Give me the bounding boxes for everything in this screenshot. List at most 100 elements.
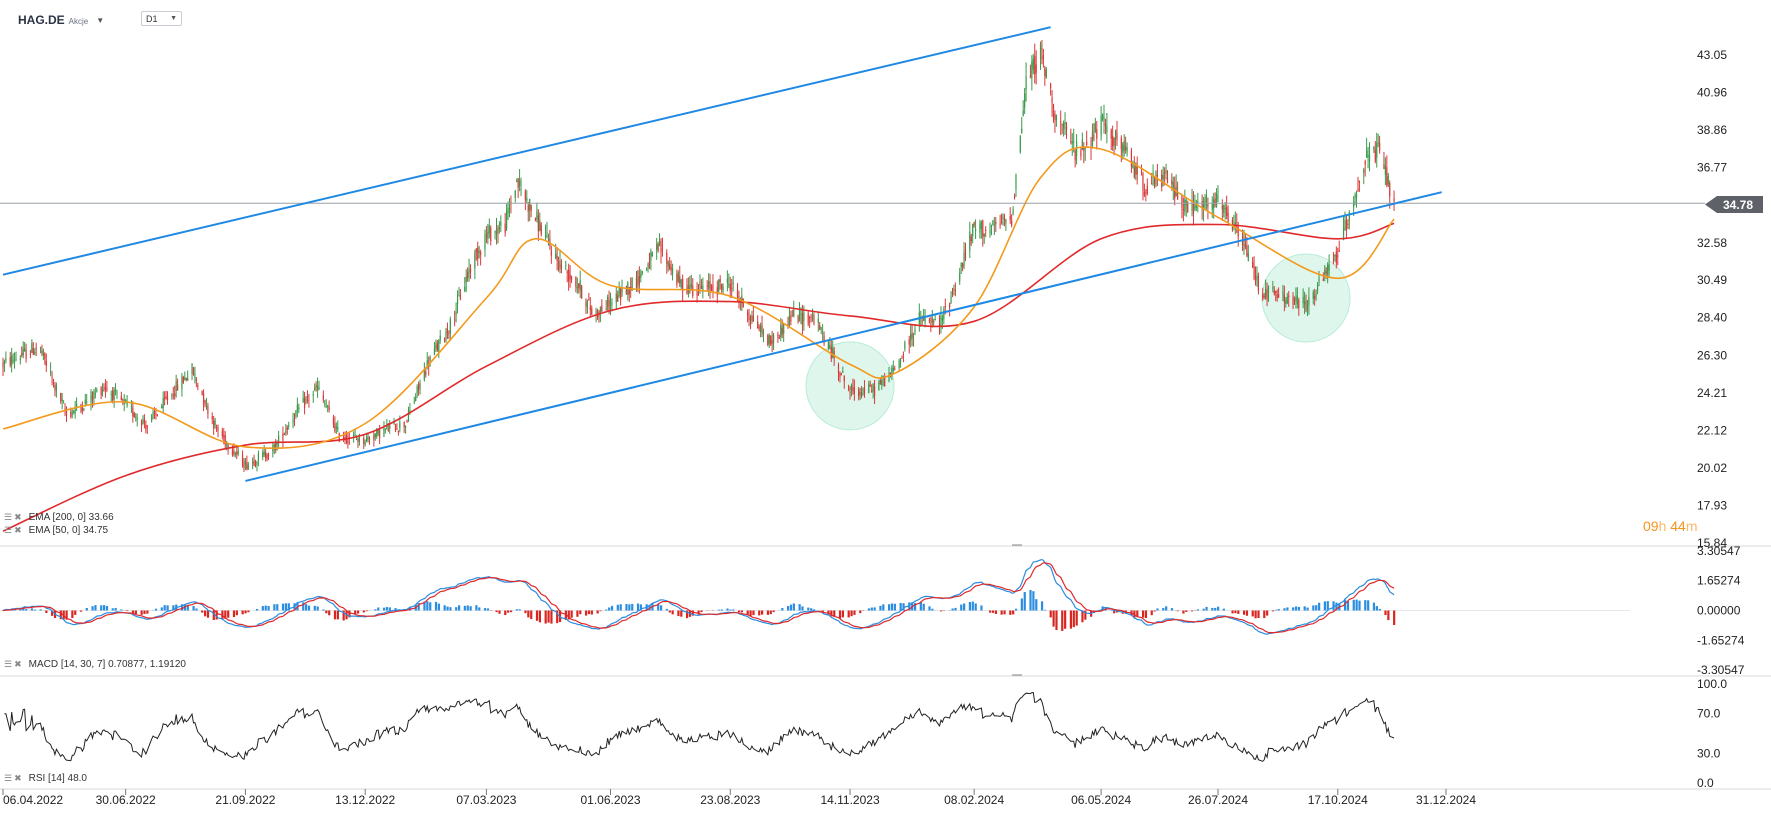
candle	[894, 365, 896, 371]
candle-body	[1042, 55, 1045, 60]
candle-body	[1379, 142, 1381, 151]
trendlines[interactable]	[2, 26, 1442, 482]
macd-histogram-bar	[1052, 610, 1055, 627]
macd-histogram-bar	[971, 601, 974, 611]
candle	[21, 346, 23, 358]
candle	[1195, 199, 1197, 212]
candle-body	[474, 251, 476, 269]
candle	[1263, 292, 1265, 300]
candle	[244, 457, 247, 471]
macd-histogram-bar	[1113, 610, 1116, 614]
candle-body	[912, 337, 915, 339]
legend-rsi[interactable]: ☰✖ RSI [14] 48.0	[4, 773, 87, 784]
candle	[201, 390, 203, 396]
candle	[797, 314, 799, 324]
trendline[interactable]	[2, 26, 1051, 276]
candle	[305, 396, 307, 405]
candle	[42, 348, 45, 361]
candle-body	[93, 391, 95, 399]
candle-body	[288, 425, 290, 427]
candle	[817, 311, 819, 332]
chevron-down-icon[interactable]: ▼	[170, 15, 177, 22]
macd-histogram-bar	[954, 607, 957, 611]
menu-close-icon[interactable]: ☰✖	[4, 512, 24, 522]
candle-body	[155, 413, 157, 415]
ema50-line	[2, 146, 1395, 450]
candle-body	[265, 452, 267, 458]
candle	[1125, 136, 1127, 154]
candle	[959, 267, 961, 285]
candle	[990, 224, 993, 236]
menu-close-icon[interactable]: ☰✖	[4, 773, 24, 783]
legend-macd[interactable]: ☰✖ MACD [14, 30, 7] 0.70877, 1.19120	[4, 659, 186, 670]
candle-body	[980, 221, 982, 229]
candle	[234, 451, 236, 458]
candle-body	[772, 334, 775, 344]
candle-body	[231, 450, 234, 455]
candle-body	[1223, 205, 1225, 213]
candle	[1283, 285, 1285, 312]
candle	[253, 454, 255, 467]
candle	[813, 312, 815, 326]
timeframe-select[interactable]: D1 ▼	[141, 11, 182, 26]
candle-body	[52, 379, 55, 381]
candle-body	[840, 373, 842, 376]
candle	[494, 230, 496, 240]
macd-histogram-bar	[1064, 610, 1067, 629]
candle-body	[337, 426, 339, 430]
candle	[1029, 64, 1032, 79]
candle-body	[908, 339, 910, 345]
macd-histogram-bar	[134, 610, 137, 615]
candle-body	[989, 230, 991, 234]
chevron-down-icon[interactable]: ▼	[96, 15, 105, 25]
candle	[807, 310, 809, 327]
candle-body	[130, 406, 133, 408]
candle-body	[1071, 141, 1073, 144]
candle-body	[318, 386, 320, 390]
candle-body	[671, 268, 674, 275]
candle	[429, 355, 431, 367]
candle	[285, 423, 287, 437]
legend-ema200[interactable]: ☰✖ EMA [200, 0] 33.66	[4, 512, 114, 523]
candle	[520, 177, 522, 197]
candle-body	[2, 363, 4, 368]
candle-body	[480, 252, 482, 255]
candle-body	[344, 437, 346, 440]
candle	[1265, 279, 1267, 300]
menu-close-icon[interactable]: ☰✖	[4, 659, 24, 669]
candle	[288, 421, 290, 430]
candle	[282, 426, 284, 448]
candle-body	[389, 425, 391, 429]
candle	[617, 290, 619, 302]
menu-close-icon[interactable]: ☰✖	[4, 525, 24, 535]
trendline[interactable]	[245, 191, 1442, 482]
candle	[1104, 118, 1107, 135]
candle	[474, 249, 476, 280]
symbol-selector[interactable]: HAG.DE Akcje ▼	[18, 10, 104, 30]
candle	[91, 391, 94, 408]
candle-body	[1355, 193, 1358, 197]
candle	[1227, 205, 1229, 224]
candle	[32, 342, 34, 355]
candle-body	[477, 247, 479, 259]
candle	[1262, 287, 1264, 301]
candle-body	[611, 303, 613, 305]
candle	[35, 342, 37, 356]
candle-body	[1357, 188, 1359, 191]
candle-body	[699, 281, 701, 287]
legend-ema50[interactable]: ☰✖ EMA [50, 0] 34.75	[4, 525, 108, 536]
candle	[1217, 185, 1219, 203]
candle-body	[1286, 296, 1288, 304]
macd-histogram-bar	[1211, 607, 1214, 611]
candle	[278, 430, 280, 450]
candle	[224, 431, 226, 450]
candle	[871, 384, 873, 393]
candle-body	[207, 405, 209, 414]
candle	[641, 270, 643, 276]
candle-body	[64, 408, 66, 411]
candle	[96, 387, 98, 393]
candle	[640, 269, 642, 283]
candle	[757, 315, 759, 329]
symbol-name[interactable]: HAG.DE	[18, 13, 65, 27]
